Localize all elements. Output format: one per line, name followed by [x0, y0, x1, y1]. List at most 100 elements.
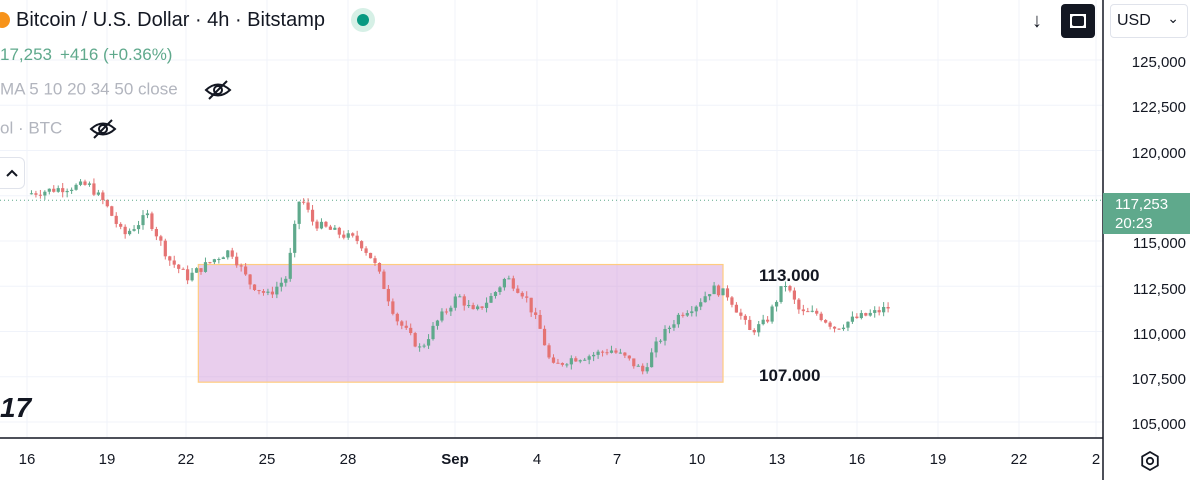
ma-indicator-legend[interactable]: MA 5 10 20 34 50 close	[0, 79, 232, 101]
candle-body	[168, 256, 172, 261]
candle-body	[458, 296, 462, 298]
candle-body	[43, 191, 47, 196]
symbol-legend[interactable]: Bitcoin / U.S. Dollar · 4h · Bitstamp	[0, 8, 375, 32]
candle-body	[534, 312, 538, 315]
candle-body	[284, 278, 288, 283]
candle-body	[128, 230, 132, 235]
candle-body	[476, 306, 480, 310]
candle-body	[355, 235, 359, 242]
candle-body	[837, 328, 841, 330]
candle-body	[859, 313, 863, 319]
tradingview-logo[interactable]: 17	[0, 392, 32, 423]
y-tick-label: 120,000	[1131, 145, 1186, 162]
candle-body	[748, 319, 752, 330]
candle-body	[739, 312, 743, 316]
candle-body	[542, 328, 547, 346]
candle-body	[239, 265, 243, 267]
candle-body	[587, 356, 591, 360]
candle-body	[110, 206, 114, 216]
x-tick-label: 22	[1010, 451, 1028, 468]
candle-body	[154, 229, 158, 237]
candle-body	[261, 291, 266, 293]
candle-body	[52, 188, 56, 192]
candle-body	[708, 294, 712, 297]
gear-icon	[1141, 450, 1159, 472]
candle-body	[203, 262, 208, 272]
candle-body	[230, 250, 234, 257]
candle-body	[641, 365, 645, 372]
candle-body	[792, 290, 797, 300]
candle-body	[681, 314, 685, 316]
last-price-text: 17,253	[0, 45, 52, 64]
candle-body	[190, 272, 194, 281]
candle-body	[92, 183, 96, 195]
candle-body	[181, 268, 185, 270]
candle-body	[600, 351, 605, 353]
candle-body	[672, 324, 676, 328]
candle-body	[511, 278, 515, 289]
candle-body	[373, 258, 377, 263]
candle-body	[658, 340, 663, 342]
candle-body	[783, 286, 788, 288]
candle-body	[667, 327, 672, 329]
candle-body	[725, 288, 730, 298]
candle-body	[404, 325, 408, 328]
candle-body	[645, 367, 649, 372]
candle-body	[832, 326, 837, 329]
range-bottom-label: 107.000	[759, 366, 821, 385]
candle-body	[297, 201, 301, 224]
candle-body	[47, 188, 51, 192]
eye-hidden-icon[interactable]	[89, 118, 117, 140]
candle-body	[364, 248, 368, 253]
candle-body	[886, 306, 890, 309]
candle-body	[346, 233, 350, 238]
download-button[interactable]: ↓	[1020, 4, 1054, 38]
candle-body	[596, 351, 600, 355]
candle-body	[422, 345, 426, 347]
candle-body	[288, 252, 292, 279]
x-tick-label: 13	[768, 451, 786, 468]
candle-body	[650, 352, 654, 368]
candle-body	[507, 278, 511, 280]
candle-body	[779, 286, 783, 302]
candle-body	[462, 296, 466, 306]
candle-body	[770, 306, 774, 322]
fullscreen-button[interactable]	[1061, 4, 1095, 38]
collapse-legend-button[interactable]	[0, 157, 25, 189]
arrow-down-icon: ↓	[1032, 9, 1042, 32]
candle-body	[498, 287, 502, 293]
candle-body	[391, 301, 395, 314]
candle-body	[493, 292, 498, 296]
y-tick-label: 125,000	[1131, 54, 1186, 71]
candle-body	[426, 339, 431, 346]
candle-body	[74, 184, 78, 190]
volume-indicator-legend[interactable]: ol · BTC	[0, 118, 117, 140]
x-tick-label: 22	[177, 451, 195, 468]
candle-body	[574, 358, 578, 362]
candle-body	[636, 365, 640, 367]
candle-body	[538, 314, 542, 329]
y-tick-label: 107,500	[1131, 371, 1186, 388]
chevron-down-icon: ⌄	[1167, 9, 1179, 26]
candle-body	[163, 240, 167, 257]
candle-body	[351, 233, 355, 236]
candle-body	[627, 355, 631, 359]
currency-select[interactable]: USD ⌄	[1110, 4, 1188, 38]
candle-body	[489, 295, 493, 303]
candle-body	[690, 311, 694, 314]
candle-body	[386, 288, 390, 302]
candle-body	[882, 306, 886, 313]
candle-body	[78, 181, 83, 185]
candle-body	[841, 327, 846, 330]
candle-body	[101, 192, 105, 201]
candle-body	[449, 307, 453, 312]
candle-body	[565, 364, 569, 366]
candle-body	[685, 313, 689, 316]
candle-body	[257, 290, 261, 292]
vol-legend-text: ol · BTC	[0, 118, 63, 138]
chart-settings-button[interactable]	[1136, 447, 1164, 475]
candle-body	[145, 213, 150, 216]
x-tick-label: 19	[98, 451, 116, 468]
eye-hidden-icon[interactable]	[204, 79, 232, 101]
